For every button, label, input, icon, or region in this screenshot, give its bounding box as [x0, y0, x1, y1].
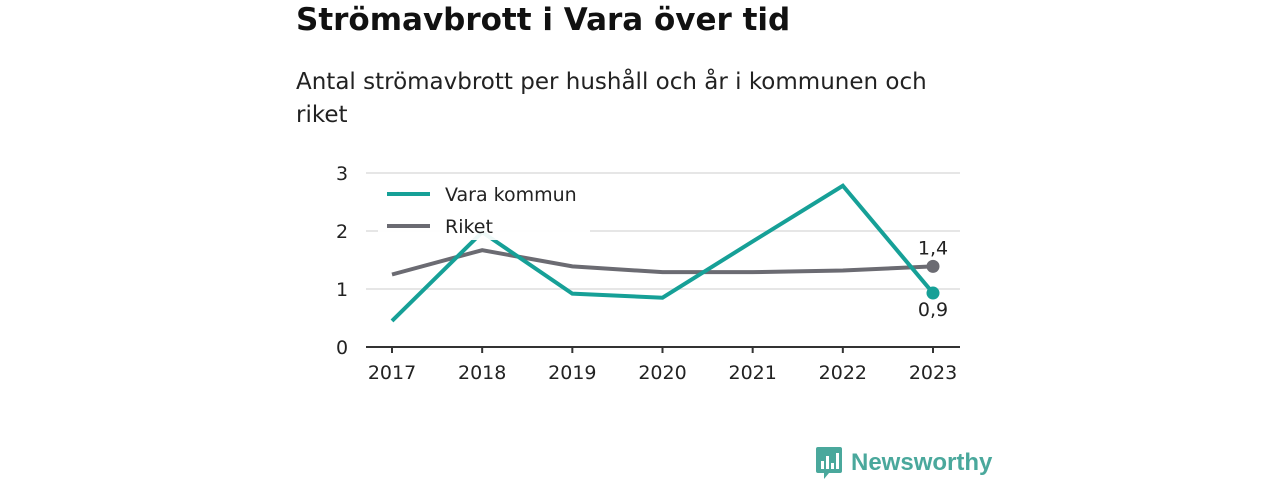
series-end-dot-vara-kommun: [926, 286, 940, 300]
legend-label-riket: Riket: [445, 216, 493, 238]
series-line-riket: [391, 248, 934, 277]
x-tick-label: 2023: [909, 362, 957, 384]
series-end-dot-riket: [926, 259, 940, 273]
x-tick-label: 2021: [728, 362, 776, 384]
legend-background: [378, 178, 590, 240]
line-chart: 0 1 2 3 2017 2018 2019 2020 2021 2022 2023 Vara ko…: [336, 163, 960, 384]
y-tick-label: 0: [336, 337, 348, 359]
x-tick-label: 2019: [548, 362, 596, 384]
y-tick-label: 3: [336, 163, 348, 185]
newsworthy-brand: Newsworthy: [815, 446, 992, 480]
bar-chart-logo-icon: [816, 447, 842, 479]
legend-label-vara-kommun: Vara kommun: [445, 184, 577, 206]
x-tick-label: 2017: [368, 362, 416, 384]
x-tick-label: 2020: [638, 362, 686, 384]
chart-subtitle: Antal strömavbrott per hushåll och år i …: [296, 69, 927, 128]
y-tick-label: 2: [336, 221, 348, 243]
y-tick-label: 1: [336, 279, 348, 301]
brand-name: Newsworthy: [851, 449, 993, 476]
chart-title: Strömavbrott i Vara över tid: [296, 2, 791, 38]
end-value-label-riket: 1,4: [918, 237, 948, 259]
end-value-label-vara-kommun: 0,9: [918, 299, 948, 321]
x-tick-label: 2022: [819, 362, 867, 384]
x-tick-label: 2018: [458, 362, 506, 384]
